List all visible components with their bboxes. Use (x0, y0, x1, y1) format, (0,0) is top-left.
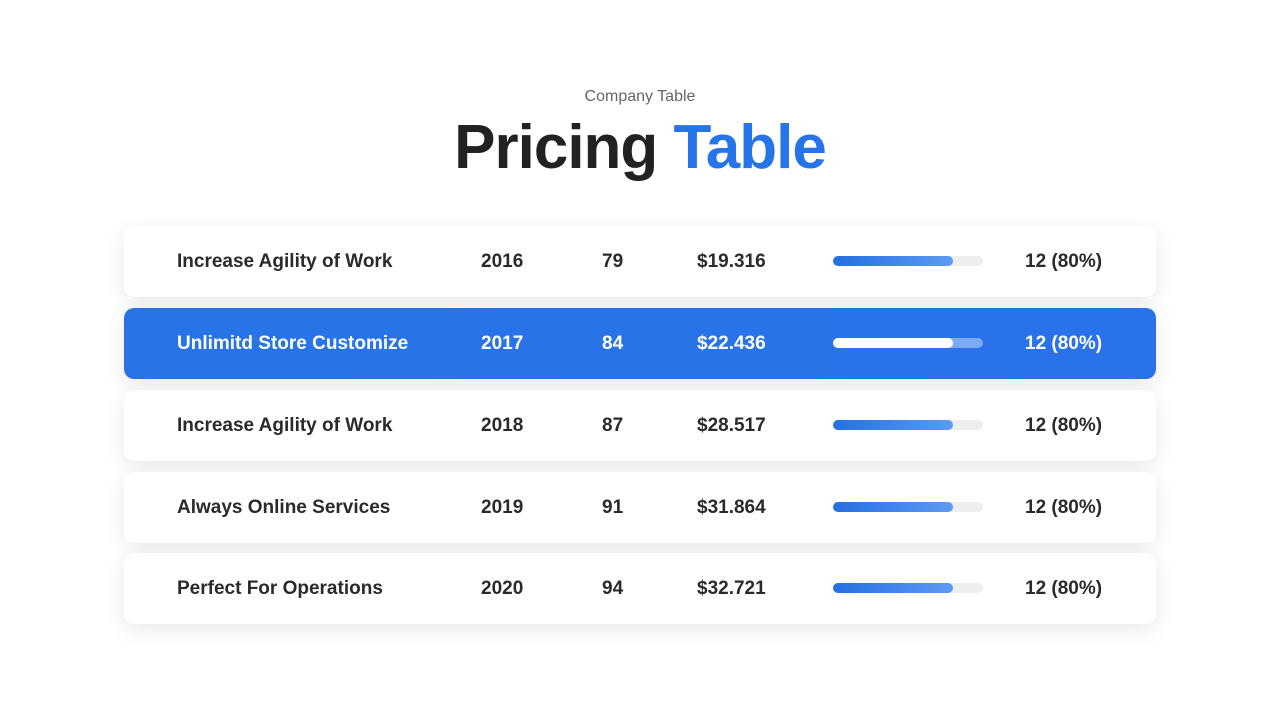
title: Pricing Table (0, 112, 1280, 183)
title-dark: Pricing (454, 113, 658, 182)
subtitle: Company Table (584, 88, 696, 105)
row-year: 2019 (481, 497, 524, 518)
row-count: 79 (602, 251, 624, 272)
table-row: Increase Agility of Work 2016 79 $19.316 12 … (124, 226, 1156, 297)
table-row: Increase Agility of Work 2018 87 $28.517 12 … (124, 390, 1156, 461)
row-price: $31.864 (697, 497, 766, 518)
row-year: 2017 (481, 333, 524, 354)
row-price: $22.436 (697, 333, 766, 354)
row-count: 91 (602, 497, 624, 518)
progress-bar (833, 420, 953, 430)
progress-label: 12 (80%) (1025, 578, 1103, 599)
progress-track (833, 420, 983, 430)
row-year: 2018 (481, 415, 524, 436)
row-name: Increase Agility of Work (177, 415, 393, 436)
row-count: 84 (602, 333, 624, 354)
row-name: Perfect For Operations (177, 578, 383, 599)
progress-bar (833, 502, 953, 512)
progress-track (833, 502, 983, 512)
progress-bar (833, 338, 953, 348)
row-count: 94 (602, 578, 624, 599)
row-count: 87 (602, 415, 624, 436)
progress-label: 12 (80%) (1025, 333, 1103, 354)
row-name: Unlimitd Store Customize (177, 333, 409, 354)
row-year: 2016 (481, 251, 524, 272)
row-price: $19.316 (697, 251, 766, 272)
progress-bar (833, 583, 953, 593)
row-price: $28.517 (697, 415, 766, 436)
row-name: Always Online Services (177, 497, 391, 518)
progress-label: 12 (80%) (1025, 415, 1103, 436)
row-year: 2020 (481, 578, 524, 599)
table-row: Perfect For Operations 2020 94 $32.721 12 (8… (124, 553, 1156, 624)
row-name: Increase Agility of Work (177, 251, 393, 272)
progress-label: 12 (80%) (1025, 251, 1103, 272)
table-row: Always Online Services 2019 91 $31.864 12 (8… (124, 472, 1156, 543)
progress-track (833, 583, 983, 593)
row-price: $32.721 (697, 578, 766, 599)
progress-bar (833, 256, 953, 266)
table-row: Unlimitd Store Customize 2017 84 $22.436 12 … (124, 308, 1156, 379)
progress-label: 12 (80%) (1025, 497, 1103, 518)
progress-track (833, 338, 983, 348)
progress-track (833, 256, 983, 266)
title-accent: Table (673, 113, 827, 182)
